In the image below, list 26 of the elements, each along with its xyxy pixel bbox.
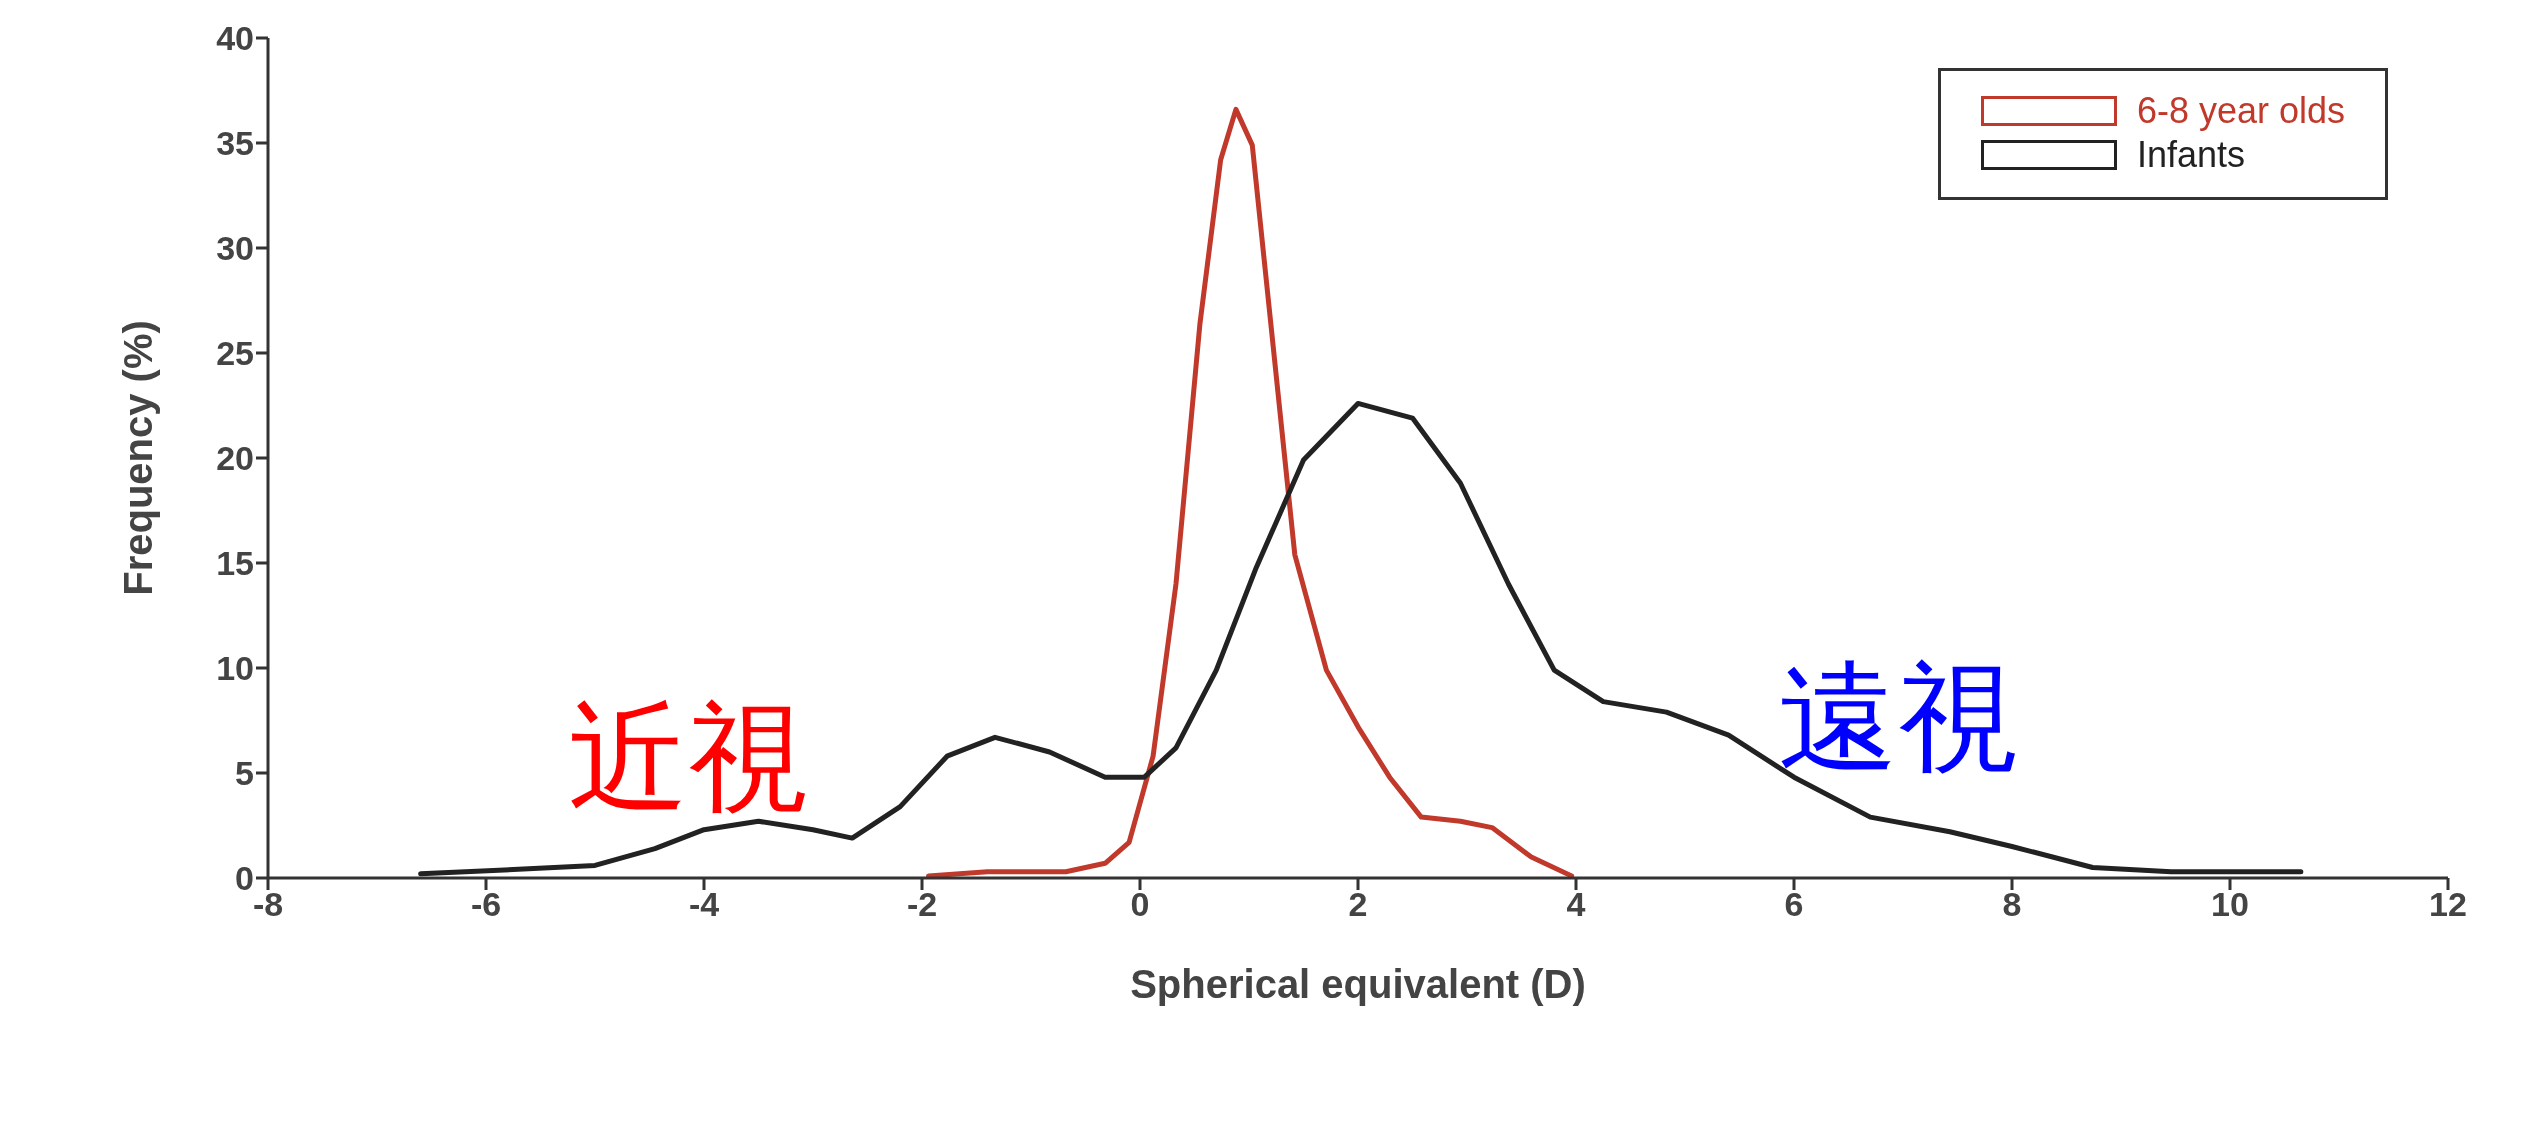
x-tick-label: 12: [2429, 885, 2467, 924]
annotation: 近視: [568, 688, 808, 827]
x-axis-title: Spherical equivalent (D): [1130, 962, 1586, 1006]
annotation: 遠視: [1778, 648, 2018, 787]
y-tick-label: 0: [235, 859, 254, 898]
y-tick-label: 5: [235, 754, 254, 793]
y-tick-label: 10: [216, 649, 254, 688]
x-tick-label: 2: [1348, 885, 1368, 924]
legend-label: 6-8 year olds: [2136, 89, 2345, 133]
x-tick-label: 8: [2002, 885, 2022, 924]
y-tick-label: 15: [216, 544, 254, 583]
legend-label: Infants: [2136, 133, 2245, 177]
x-tick-label: -4: [688, 885, 720, 924]
y-tick-label: 35: [216, 124, 254, 163]
y-tick-label: 25: [216, 334, 254, 373]
x-tick-label: 10: [2211, 885, 2249, 924]
y-tick-label: 40: [216, 19, 254, 58]
x-tick-label: -2: [906, 885, 938, 924]
y-axis-title: Frequency (%): [116, 320, 161, 596]
y-tick-label: 30: [216, 229, 254, 268]
x-tick-label: -6: [470, 885, 502, 924]
x-tick-label: -8: [252, 885, 284, 924]
x-tick-label: 4: [1566, 885, 1586, 924]
y-tick-label: 20: [216, 439, 254, 478]
x-tick-label: 6: [1784, 885, 1804, 924]
x-tick-label: 0: [1130, 885, 1150, 924]
